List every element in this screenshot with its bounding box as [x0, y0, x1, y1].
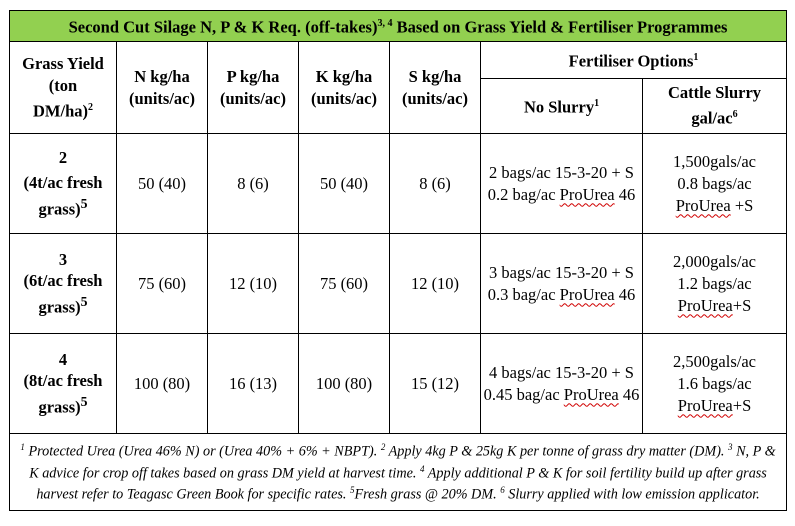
header-cattle-slurry-sup: 6 [732, 109, 738, 121]
no-slurry-product: ProUrea [563, 384, 619, 404]
footnote-text-1: Protected Urea (Urea 46% N) or (Urea 40%… [24, 443, 381, 460]
footnote-sup-1: 1 [20, 442, 25, 452]
header-grass-yield: Grass Yield (ton DM/ha)2 [9, 41, 117, 134]
cell-grass-yield: 2 (4t/ac fresh grass)5 [9, 133, 117, 234]
table-row: 3 (6t/ac fresh grass)5 75 (60) 12 (10) 7… [9, 233, 788, 334]
footnote-row: 1 Protected Urea (Urea 46% N) or (Urea 4… [8, 432, 788, 512]
cell-s: 15 (12) [389, 333, 481, 434]
cell-k: 100 (80) [298, 333, 390, 434]
cell-p: 12 (10) [207, 233, 299, 334]
slurry-line1: 2,000gals/ac [673, 251, 756, 271]
slurry-product: ProUrea [675, 195, 731, 215]
yield-number: 2 [58, 148, 68, 168]
cell-n: 50 (40) [116, 133, 208, 234]
table-row: 2 (4t/ac fresh grass)5 50 (40) 8 (6) 50 … [9, 133, 788, 234]
header-cattle-slurry: Cattle Slurry gal/ac6 [641, 78, 788, 134]
slurry-line1: 2,500gals/ac [673, 351, 756, 371]
title-text-2: Based on Grass Yield & Fertiliser Progra… [392, 17, 728, 37]
cell-n: 75 (60) [116, 233, 208, 334]
header-cattle-slurry-line2: gal/ac [691, 108, 733, 128]
cell-s: 12 (10) [389, 233, 481, 334]
cell-no-slurry: 3 bags/ac 15-3-20 + S 0.3 bag/ac ProUrea… [480, 233, 643, 334]
cell-p: 8 (6) [207, 133, 299, 234]
table-row: 4 (8t/ac fresh grass)5 100 (80) 16 (13) … [9, 333, 788, 434]
yield-description: (6t/ac fresh grass) [23, 271, 103, 317]
cell-n: 100 (80) [116, 333, 208, 434]
footnote-text-2: Apply 4kg P & 25kg K per tonne of grass … [385, 443, 729, 460]
yield-number: 4 [58, 350, 68, 370]
cell-grass-yield: 4 (8t/ac fresh grass)5 [9, 333, 117, 434]
header-grass-yield-sup: 2 [88, 101, 93, 113]
footnote: 1 Protected Urea (Urea 46% N) or (Urea 4… [8, 432, 788, 512]
header-no-slurry-sup: 1 [594, 98, 600, 110]
slurry-product: ProUrea [677, 295, 733, 315]
no-slurry-line1: 4 bags/ac 15-3-20 + S [489, 362, 634, 382]
header-no-slurry-label: No Slurry [523, 97, 595, 117]
silage-table-container: Second Cut Silage N, P & K Req. (off-tak… [8, 10, 788, 512]
no-slurry-line2-c: 46 [618, 384, 640, 404]
cell-k: 75 (60) [298, 233, 390, 334]
footnote-sup-5: 5 [349, 485, 355, 496]
title-text: Second Cut Silage N, P & K Req. (off-tak… [68, 17, 378, 37]
title-superscript: 3, 4 [377, 18, 393, 30]
no-slurry-line2-a: 0.2 bag/ac [487, 184, 560, 204]
header-no-slurry: No Slurry1 [480, 78, 643, 134]
footnote-sup-6: 6 [500, 485, 505, 496]
slurry-line2: 1.6 bags/ac [677, 373, 752, 393]
slurry-line3-b: +S [730, 195, 754, 215]
footnote-sup-2: 2 [380, 442, 386, 452]
no-slurry-product: ProUrea [559, 184, 615, 204]
footnote-text-3: N, P & K advice for crop off takes based… [29, 443, 776, 482]
slurry-line1: 1,500gals/ac [673, 151, 756, 171]
no-slurry-line2-a: 0.3 bag/ac [487, 284, 560, 304]
header-k: K kg/ha (units/ac) [298, 41, 390, 134]
cell-s: 8 (6) [389, 133, 481, 234]
silage-fertiliser-table: Second Cut Silage N, P & K Req. (off-tak… [8, 10, 788, 512]
footnote-text-6: Slurry applied with low emission applica… [504, 487, 760, 504]
header-s: S kg/ha (units/ac) [389, 41, 481, 134]
slurry-product: ProUrea [677, 395, 733, 415]
yield-sup: 5 [80, 196, 88, 212]
cell-cattle-slurry: 2,000gals/ac 1.2 bags/ac ProUrea+S [641, 233, 788, 334]
no-slurry-line2-a: 0.45 bag/ac [483, 384, 564, 404]
header-fertiliser-options-label: Fertiliser Options [568, 51, 694, 71]
slurry-line3-b: +S [732, 395, 752, 415]
footnote-sup-3: 3 [728, 442, 733, 452]
header-p: P kg/ha (units/ac) [207, 41, 299, 134]
cell-no-slurry: 2 bags/ac 15-3-20 + S 0.2 bag/ac ProUrea… [480, 133, 643, 234]
header-fertiliser-options: Fertiliser Options1 [479, 41, 788, 79]
no-slurry-line1: 2 bags/ac 15-3-20 + S [489, 162, 634, 182]
header-cattle-slurry-line1: Cattle Slurry [668, 83, 762, 103]
footnote-sup-4: 4 [419, 463, 425, 474]
cell-p: 16 (13) [207, 333, 299, 434]
footnote-text-5: Fresh grass @ 20% DM. [354, 487, 501, 504]
cell-grass-yield: 3 (6t/ac fresh grass)5 [9, 233, 117, 334]
slurry-line3-b: +S [732, 295, 752, 315]
header-grass-yield-line2: (ton [48, 75, 78, 95]
header-fertiliser-options-sup: 1 [693, 52, 699, 64]
yield-number: 3 [58, 250, 68, 270]
footnote-text-4: Apply additional P & K for soil fertilit… [36, 465, 767, 504]
no-slurry-line2-c: 46 [614, 184, 636, 204]
no-slurry-product: ProUrea [559, 284, 615, 304]
yield-sup: 5 [80, 294, 88, 310]
header-grass-yield-line3: DM/ha) [33, 101, 88, 121]
yield-description: (4t/ac fresh grass) [23, 173, 103, 219]
no-slurry-line1: 3 bags/ac 15-3-20 + S [489, 262, 634, 282]
cell-cattle-slurry: 2,500gals/ac 1.6 bags/ac ProUrea+S [641, 333, 788, 434]
header-n: N kg/ha (units/ac) [116, 41, 208, 134]
slurry-line2: 1.2 bags/ac [677, 273, 752, 293]
table-title: Second Cut Silage N, P & K Req. (off-tak… [8, 10, 788, 42]
slurry-line2: 0.8 bags/ac [677, 173, 752, 193]
cell-k: 50 (40) [298, 133, 390, 234]
yield-description: (8t/ac fresh grass) [23, 371, 103, 417]
cell-cattle-slurry: 1,500gals/ac 0.8 bags/ac ProUrea +S [641, 133, 788, 234]
no-slurry-line2-c: 46 [614, 284, 636, 304]
cell-no-slurry: 4 bags/ac 15-3-20 + S 0.45 bag/ac ProUre… [480, 333, 643, 434]
yield-sup: 5 [80, 394, 88, 410]
header-grass-yield-line1: Grass Yield [22, 53, 104, 73]
